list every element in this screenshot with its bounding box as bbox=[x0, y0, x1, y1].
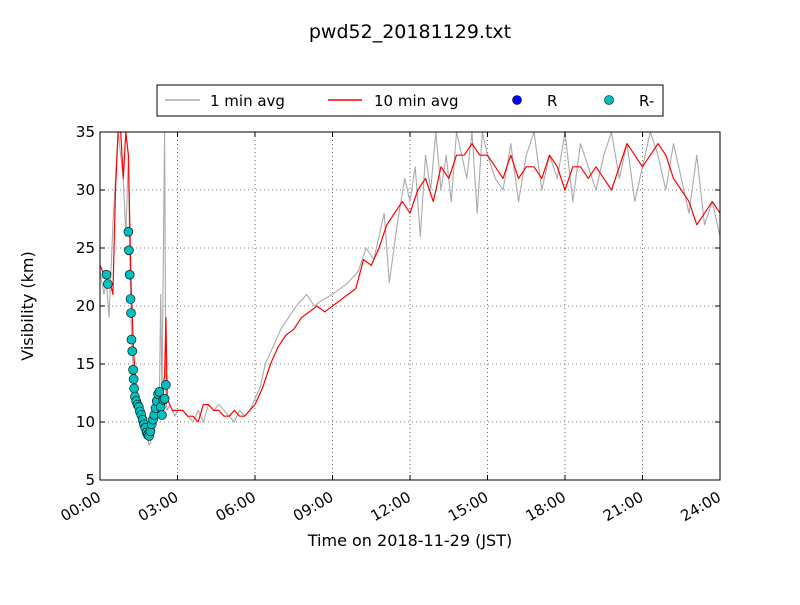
r-minus-point bbox=[101, 269, 112, 280]
legend-label-r-minus: R- bbox=[639, 92, 654, 110]
x-tick-label: 00:00 bbox=[58, 488, 104, 525]
legend-label-10min: 10 min avg bbox=[374, 92, 459, 110]
chart-title: pwd52_20181129.txt bbox=[309, 21, 511, 43]
legend-swatch-r bbox=[512, 95, 522, 105]
x-tick-label: 09:00 bbox=[290, 488, 336, 525]
y-tick-label: 15 bbox=[76, 355, 95, 373]
y-tick-label: 35 bbox=[76, 123, 95, 141]
r-minus-point bbox=[161, 380, 171, 390]
x-tick-label: 21:00 bbox=[600, 488, 646, 525]
legend-label-1min: 1 min avg bbox=[210, 92, 285, 110]
x-tick-label: 12:00 bbox=[368, 488, 414, 525]
x-tick-label: 18:00 bbox=[523, 488, 569, 525]
r-minus-point bbox=[124, 245, 134, 256]
r-minus-point bbox=[125, 294, 136, 304]
r-minus-point bbox=[127, 346, 138, 357]
y-tick-label: 5 bbox=[85, 471, 95, 489]
r-minus-point bbox=[123, 227, 134, 237]
x-tick-label: 15:00 bbox=[445, 488, 491, 525]
y-tick-label: 25 bbox=[76, 239, 95, 257]
y-tick-label: 30 bbox=[76, 181, 95, 199]
legend-box bbox=[156, 84, 664, 117]
y-tick-label: 20 bbox=[76, 297, 95, 315]
grid-lines bbox=[100, 132, 720, 480]
series-1min-avg-line bbox=[100, 132, 720, 446]
y-axis-label: Visibility (km) bbox=[18, 251, 37, 360]
x-tick-label: 03:00 bbox=[135, 488, 181, 525]
r-minus-point bbox=[159, 393, 170, 404]
series-layer bbox=[100, 132, 720, 446]
r-minus-point bbox=[157, 410, 167, 420]
r-minus-point bbox=[126, 334, 137, 345]
legend-label-r: R bbox=[547, 92, 557, 110]
x-tick-label: 24:00 bbox=[678, 488, 724, 525]
legend: 1 min avg 10 min avg R R- bbox=[156, 84, 664, 117]
r-minus-point bbox=[128, 364, 138, 375]
r-minus-point bbox=[128, 374, 139, 384]
axis-ticks: 00:00 03:00 06:00 09:00 12:00 15:00 18:00 21:00… bbox=[58, 123, 724, 525]
legend-swatch-r-minus bbox=[604, 95, 614, 105]
y-tick-label: 10 bbox=[76, 413, 95, 431]
r-minus-point bbox=[103, 279, 113, 289]
x-axis-label: Time on 2018-11-29 (JST) bbox=[307, 531, 512, 550]
r-minus-point bbox=[124, 269, 135, 280]
r-minus-point bbox=[126, 308, 136, 318]
r-minus-point bbox=[154, 386, 165, 397]
r-minus-point bbox=[129, 383, 139, 394]
x-tick-label: 06:00 bbox=[213, 488, 259, 525]
